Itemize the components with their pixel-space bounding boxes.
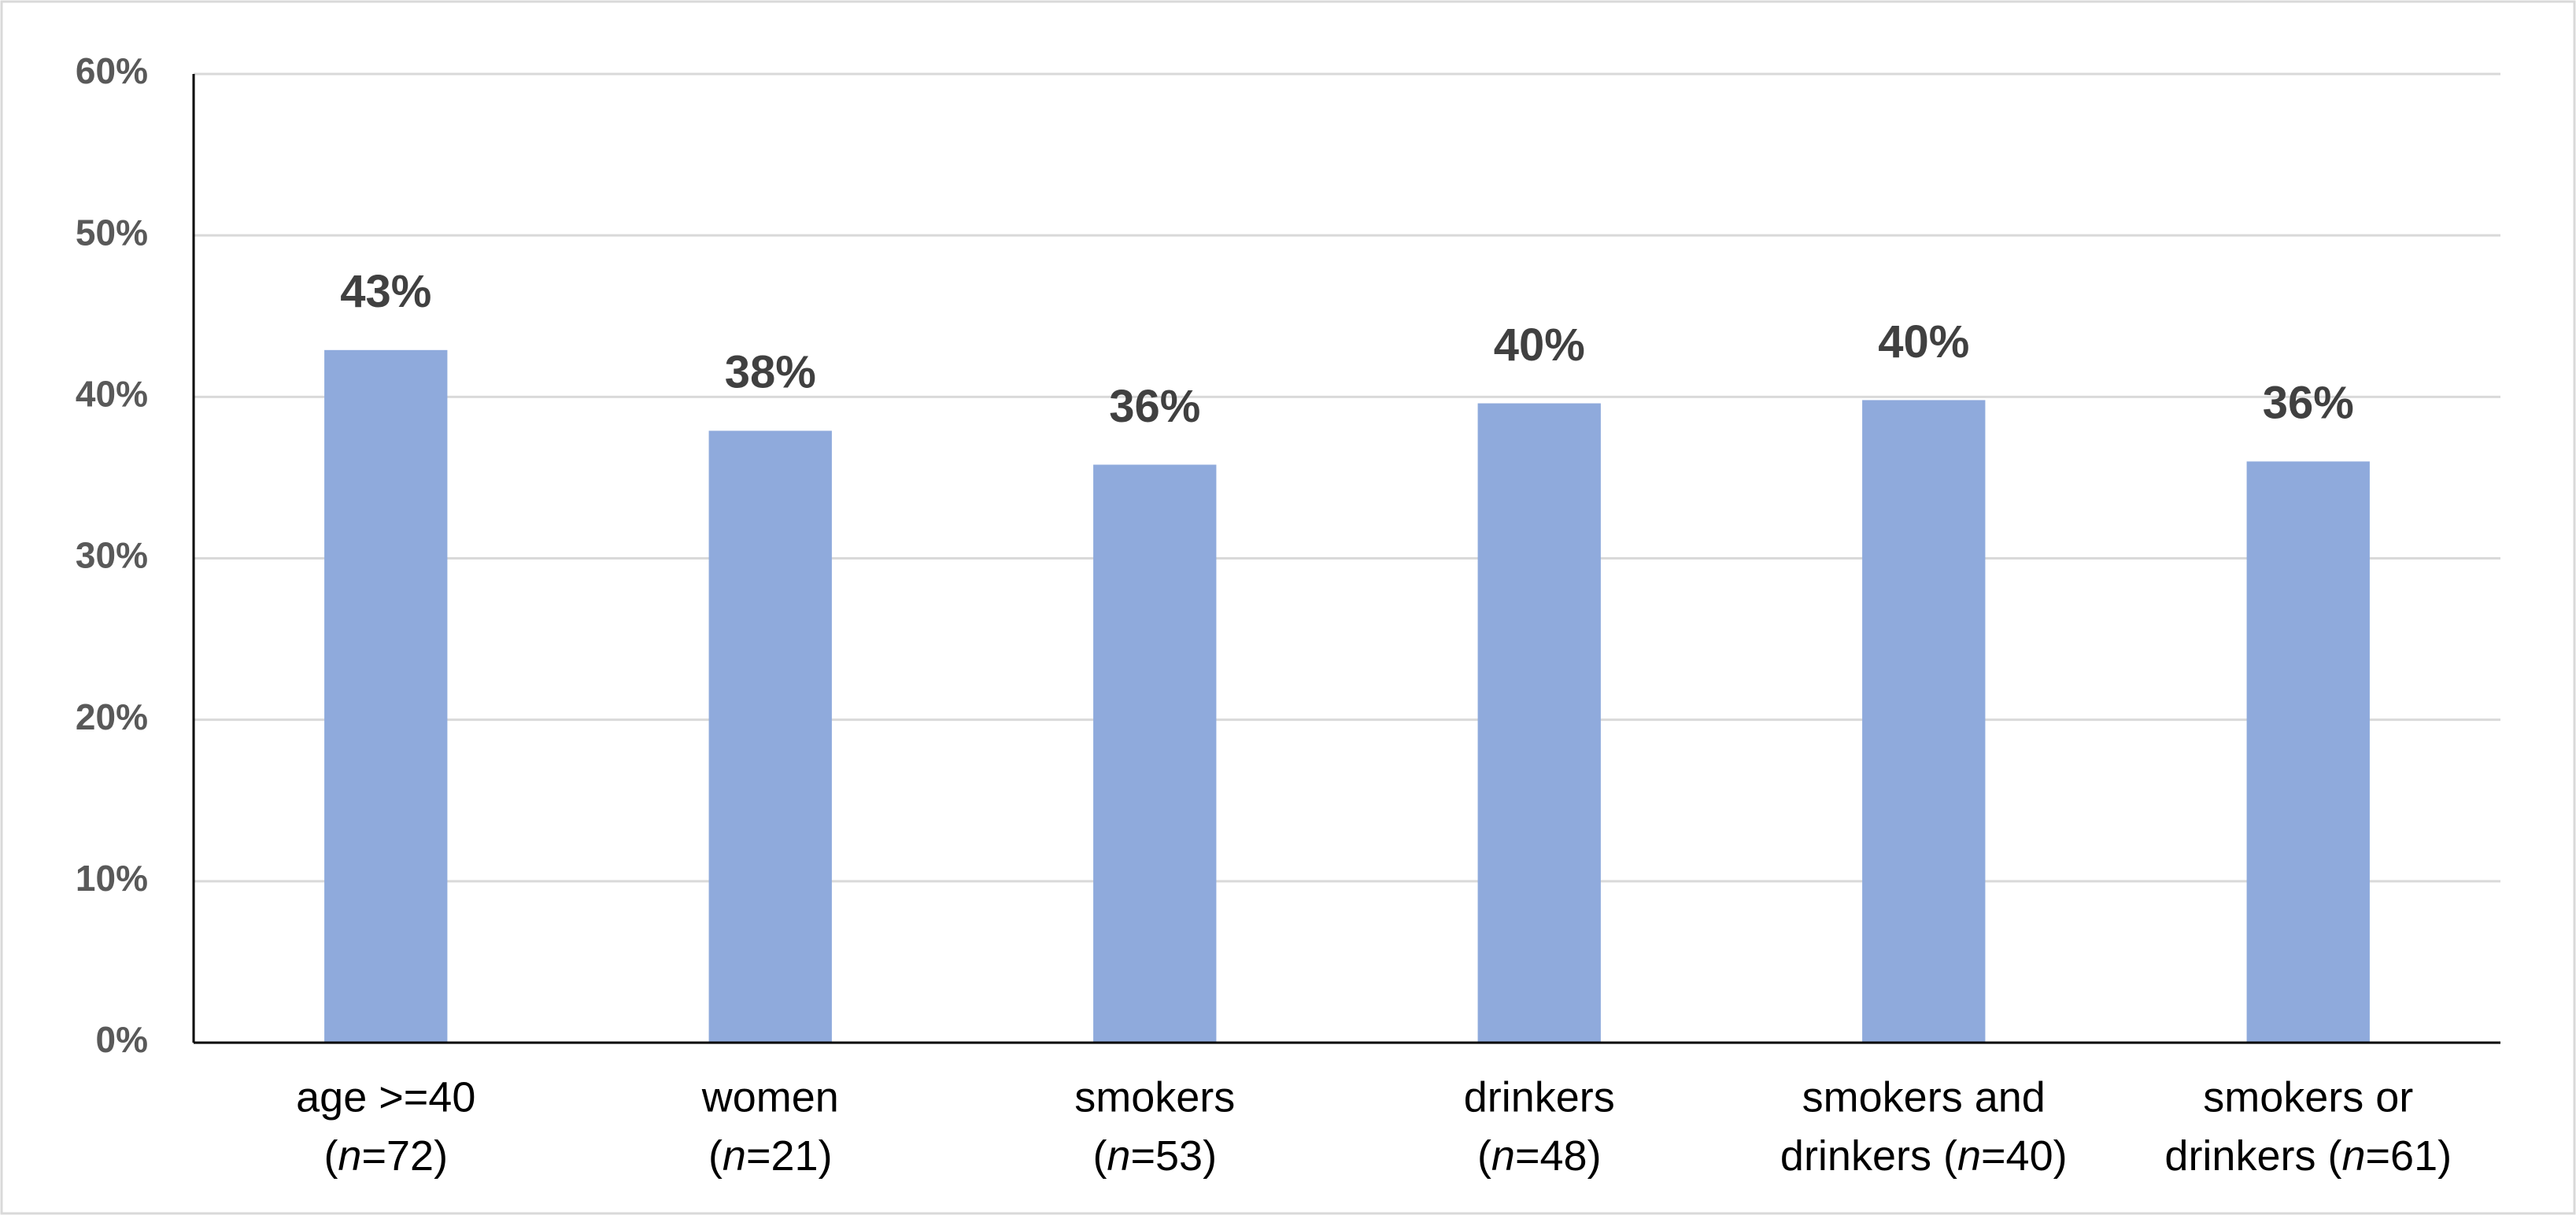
value-label: 36% xyxy=(1109,381,1200,432)
y-tick-label: 60% xyxy=(76,50,148,91)
value-label: 40% xyxy=(1878,316,1969,367)
x-tick-label: smokers and xyxy=(1802,1073,2046,1121)
bar xyxy=(708,430,832,1043)
y-tick-label: 50% xyxy=(76,212,148,253)
x-tick-label: age >=40 xyxy=(296,1073,475,1121)
y-tick-label: 30% xyxy=(76,535,148,576)
bar xyxy=(2246,461,2370,1043)
bar xyxy=(1477,403,1601,1043)
value-label: 40% xyxy=(1494,319,1585,371)
y-tick-label: 40% xyxy=(76,373,148,414)
x-tick-label: smokers xyxy=(1074,1073,1235,1121)
x-tick-label: drinkers (n=40) xyxy=(1780,1132,2068,1180)
x-tick-label: drinkers (n=61) xyxy=(2164,1132,2452,1180)
y-tick-label: 0% xyxy=(96,1019,148,1060)
x-tick-label: women xyxy=(701,1073,839,1121)
bar xyxy=(1862,400,1986,1043)
value-label: 38% xyxy=(725,347,816,398)
x-tick-label: smokers or xyxy=(2203,1073,2413,1121)
x-tick-label: (n=48) xyxy=(1477,1132,1602,1180)
bar xyxy=(1093,464,1217,1043)
x-tick-label: drinkers xyxy=(1464,1073,1615,1121)
x-tick-label: (n=53) xyxy=(1092,1132,1217,1180)
bar xyxy=(324,349,448,1043)
value-label: 43% xyxy=(340,266,431,317)
x-tick-label: (n=21) xyxy=(708,1132,833,1180)
y-tick-label: 10% xyxy=(76,858,148,899)
x-tick-label: (n=72) xyxy=(323,1132,448,1180)
value-label: 36% xyxy=(2263,378,2354,429)
y-tick-label: 20% xyxy=(76,696,148,737)
